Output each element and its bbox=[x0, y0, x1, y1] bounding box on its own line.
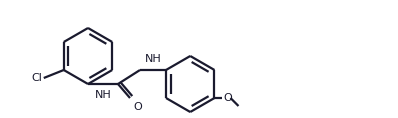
Text: O: O bbox=[133, 102, 142, 112]
Text: NH: NH bbox=[144, 54, 161, 64]
Text: Cl: Cl bbox=[31, 73, 42, 83]
Text: NH: NH bbox=[95, 90, 111, 100]
Text: O: O bbox=[224, 93, 232, 103]
